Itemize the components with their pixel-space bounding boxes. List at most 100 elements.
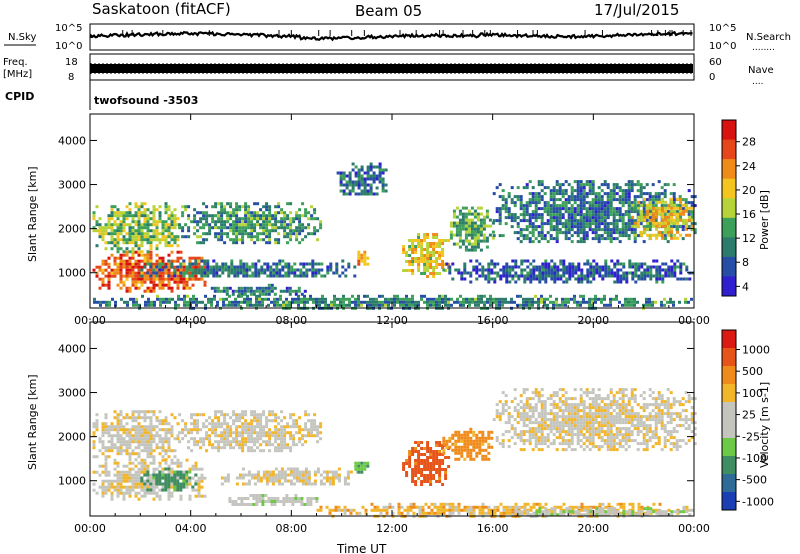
heatmap-cell [134, 464, 138, 468]
heatmap-cell [271, 217, 275, 221]
heatmap-cell [573, 225, 577, 229]
heatmap-cell [426, 248, 430, 251]
heatmap-cell [555, 216, 559, 220]
heatmap-cell [137, 470, 141, 474]
heatmap-cell [238, 226, 242, 230]
heatmap-cell [225, 292, 229, 296]
heatmap-cell [146, 238, 150, 242]
heatmap-cell [235, 217, 239, 221]
heatmap-cell [265, 229, 269, 233]
heatmap-cell [487, 268, 491, 272]
heatmap-cell [540, 183, 544, 187]
heatmap-cell [417, 441, 421, 444]
heatmap-cell [461, 224, 465, 228]
heatmap-cell [226, 425, 230, 429]
heatmap-cell [588, 180, 592, 184]
heatmap-cell [663, 213, 667, 217]
heatmap-cell [579, 210, 583, 214]
heatmap-cell [549, 207, 553, 211]
heatmap-cell [226, 473, 230, 477]
heatmap-cell [214, 434, 218, 438]
heatmap-cell [134, 205, 138, 209]
heatmap-cell [636, 300, 639, 304]
heatmap-cell [627, 195, 631, 199]
heatmap-cell [357, 250, 361, 254]
heatmap-cell [164, 485, 168, 489]
heatmap-cell [526, 259, 530, 263]
heatmap-cell [372, 174, 376, 178]
heatmap-cell [295, 211, 299, 215]
heatmap-cell [651, 300, 654, 304]
heatmap-cell [192, 300, 195, 304]
heatmap-cell [232, 241, 236, 245]
heatmap-cell [627, 216, 631, 220]
heatmap-cell [615, 294, 618, 298]
heatmap-cell [275, 271, 279, 275]
heatmap-cell [137, 208, 141, 212]
heatmap-cell [375, 303, 378, 307]
heatmap-cell [673, 271, 677, 275]
heatmap-cell [113, 458, 117, 462]
heatmap-cell [140, 229, 144, 233]
heatmap-cell [311, 259, 315, 263]
heatmap-cell [564, 297, 567, 301]
heatmap-cell [319, 422, 323, 426]
heatmap-cell [116, 470, 120, 474]
heatmap-cell [211, 443, 215, 447]
heatmap-cell [528, 213, 532, 217]
heatmap-cell [271, 410, 275, 414]
heatmap-cell [482, 215, 486, 219]
heatmap-cell [271, 431, 275, 435]
heatmap-cell [256, 413, 260, 417]
heatmap-cell [357, 294, 360, 298]
heatmap-cell [235, 202, 239, 206]
heatmap-cell [98, 485, 102, 489]
heatmap-cell [452, 233, 456, 237]
heatmap-cell [203, 283, 207, 287]
heatmap-cell [473, 209, 477, 213]
heatmap-cell [435, 242, 439, 245]
heatmap-cell [110, 479, 114, 483]
heatmap-cell [540, 207, 544, 211]
heatmap-cell [164, 467, 168, 471]
heatmap-cell [606, 225, 610, 229]
heatmap-cell [152, 458, 156, 462]
heatmap-cell [128, 473, 132, 477]
heatmap-cell [231, 300, 234, 304]
y-tick-label: 3000 [58, 179, 86, 192]
heatmap-cell [343, 476, 347, 480]
heatmap-cell [537, 195, 541, 199]
heatmap-cell [307, 419, 311, 423]
heatmap-cell [164, 473, 168, 477]
heatmap-cell [634, 271, 638, 275]
heatmap-cell [152, 467, 156, 471]
heatmap-cell [278, 271, 282, 275]
heatmap-cell [321, 294, 324, 298]
heatmap-cell [161, 271, 165, 275]
heatmap-cell [152, 482, 156, 486]
heatmap-cell [161, 277, 165, 281]
heatmap-cell [577, 268, 581, 272]
heatmap-cell [226, 443, 230, 447]
heatmap-cell [417, 465, 421, 468]
heatmap-cell [259, 214, 263, 218]
heatmap-cell [544, 271, 548, 275]
heatmap-cell [585, 216, 589, 220]
heatmap-cell [258, 292, 262, 296]
heatmap-cell [140, 440, 144, 444]
heatmap-cell [607, 274, 611, 278]
heatmap-cell [110, 232, 114, 236]
heatmap-cell [98, 235, 102, 239]
heatmap-cell [618, 198, 622, 202]
heatmap-cell [212, 265, 216, 269]
heatmap-cell [642, 207, 646, 211]
heatmap-cell [475, 277, 479, 281]
heatmap-cell [564, 237, 568, 241]
heatmap-cell [280, 217, 284, 221]
heatmap-cell [158, 238, 162, 242]
heatmap-cell [116, 482, 120, 486]
heatmap-cell [237, 294, 240, 298]
heatmap-cell [341, 271, 345, 275]
heatmap-cell [214, 202, 218, 206]
heatmap-cell [519, 303, 522, 307]
